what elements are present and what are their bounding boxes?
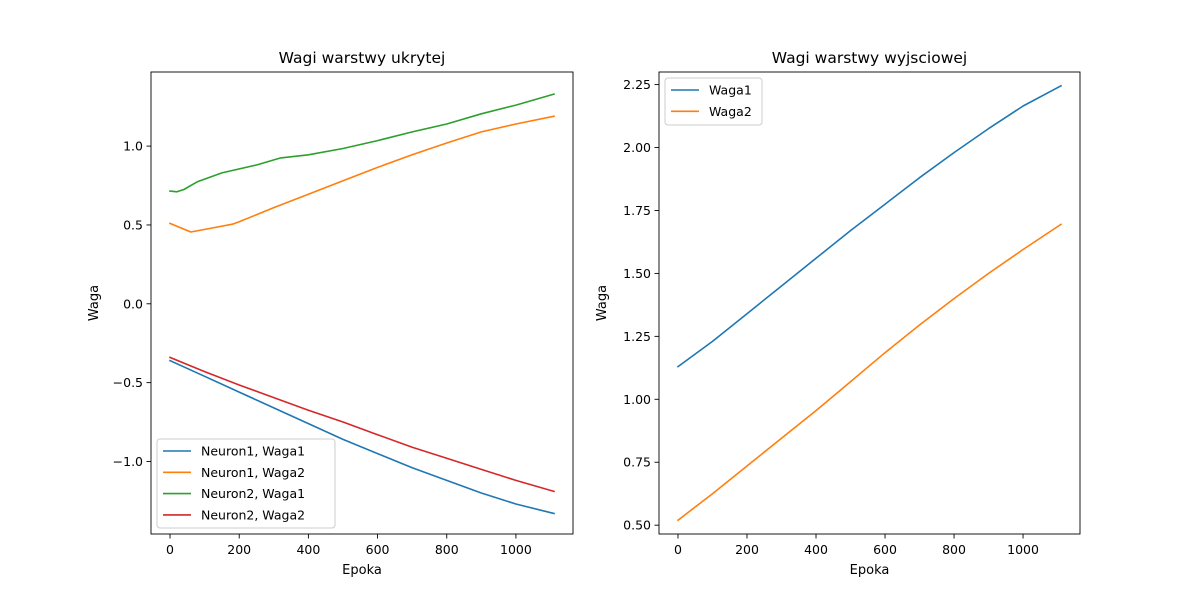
series-line-1 (168, 359, 555, 515)
y-tick-label: −0.5 (113, 375, 143, 390)
x-tick-label: 0 (166, 542, 174, 557)
y-tick-label: 1.50 (623, 266, 651, 281)
legend-entry-1: Waga1 (709, 83, 752, 98)
x-tick-label: 800 (435, 542, 459, 557)
chart-title: Wagi warstwy ukrytej (279, 49, 446, 67)
plot-frame (658, 71, 1081, 535)
x-axis-label: Epoka (342, 563, 382, 578)
y-tick-label: 0.5 (123, 217, 143, 232)
y-axis-label: Waga (595, 285, 610, 321)
legend-entry-2: Waga2 (709, 104, 752, 119)
series-line-2 (168, 115, 555, 233)
y-tick-label: 0.75 (623, 455, 651, 470)
x-tick-label: 200 (735, 542, 759, 557)
x-tick-label: 1000 (1007, 542, 1039, 557)
y-tick-label: 0.50 (623, 518, 651, 533)
y-tick-label: 1.0 (123, 139, 143, 154)
y-tick-label: −1.0 (113, 454, 143, 469)
x-tick-label: 800 (942, 542, 966, 557)
legend: Waga1 Waga2 (664, 77, 763, 126)
x-tick-label: 1000 (500, 542, 532, 557)
series-line-4 (168, 356, 555, 493)
x-tick-label: 600 (873, 542, 897, 557)
legend-box (156, 438, 336, 529)
x-tick-label: 400 (296, 542, 320, 557)
x-tick-label: 400 (804, 542, 828, 557)
y-tick-label: 2.25 (623, 77, 651, 92)
legend-entry-2: Neuron1, Waga2 (201, 465, 305, 480)
legend-entry-4: Neuron2, Waga2 (201, 507, 305, 522)
y-tick-label: 2.00 (623, 140, 651, 155)
output-layer-weights-chart: 0 200 400 600 800 1000 0.50 0.75 1.00 1.25 1.50 1.7… (595, 49, 1081, 578)
chart-title: Wagi warstwy wyjsciowej (772, 49, 967, 67)
series-line-1 (676, 84, 1063, 368)
y-tick-label: 1.00 (623, 392, 651, 407)
series-line-3 (169, 93, 555, 193)
x-tick-label: 600 (366, 542, 390, 557)
legend-entry-1: Neuron1, Waga1 (201, 444, 305, 459)
y-tick-label: 0.0 (123, 296, 143, 311)
y-axis-label: Waga (87, 285, 102, 321)
legend-entry-3: Neuron2, Waga1 (201, 486, 305, 501)
x-axis-label: Epoka (850, 563, 890, 578)
legend: Neuron1, Waga1 Neuron1, Waga2 Neuron2, Wag… (156, 438, 336, 529)
x-tick-label: 0 (674, 542, 682, 557)
hidden-layer-weights-chart: 0 200 400 600 800 1000 −1.0 −0.5 0.0 0.5 1.0 Wagi w… (87, 49, 574, 578)
plot-frame (150, 71, 574, 535)
y-tick-label: 1.25 (623, 329, 651, 344)
series-line-2 (676, 223, 1063, 522)
x-tick-label: 200 (227, 542, 251, 557)
y-tick-label: 1.75 (623, 203, 651, 218)
